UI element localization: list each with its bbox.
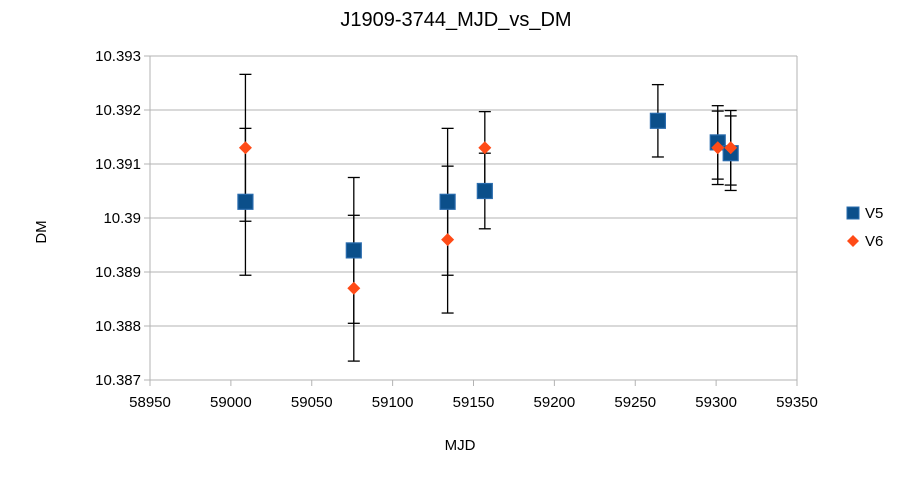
data-point-v6 (238, 141, 252, 155)
data-point-v5 (649, 112, 666, 129)
data-point-v6 (478, 141, 492, 155)
y-axis-label: DM (33, 220, 50, 243)
data-point-v6 (441, 233, 455, 247)
data-points (237, 112, 739, 295)
x-tick-label: 58950 (129, 394, 171, 411)
y-tick-label: 10.388 (95, 318, 141, 335)
y-tick-label: 10.389 (95, 264, 141, 281)
legend-label-v5: V5 (865, 205, 883, 222)
legend-label-v6: V6 (865, 233, 883, 250)
x-tick-label: 59250 (614, 394, 656, 411)
chart-title: J1909-3744_MJD_vs_DM (340, 9, 571, 31)
x-tick-label: 59150 (453, 394, 495, 411)
y-tick-label: 10.39 (103, 210, 141, 227)
x-tick-label: 59100 (372, 394, 414, 411)
data-point-v5 (476, 182, 493, 200)
legend-marker-v5 (846, 206, 860, 220)
legend: V5 V6 (846, 205, 883, 250)
data-point-v5 (439, 193, 456, 210)
y-tick-label: 10.387 (95, 372, 141, 389)
y-tick-label: 10.391 (95, 156, 141, 173)
legend-marker-v6 (847, 235, 859, 247)
x-tick-label: 59350 (776, 394, 818, 411)
x-axis-label: MJD (445, 437, 476, 454)
data-point-v6 (347, 281, 361, 295)
x-tick-label: 59000 (210, 394, 252, 411)
data-point-v6 (724, 141, 738, 155)
data-point-v5 (237, 193, 254, 210)
y-tick-label: 10.392 (95, 102, 141, 119)
x-tick-label: 59200 (534, 394, 576, 411)
x-tick-label: 59050 (291, 394, 333, 411)
x-tick-label: 59300 (695, 394, 737, 411)
y-tick-labels: 10.387 10.388 10.389 10.39 10.391 10.392 10.39… (95, 48, 141, 389)
axes (144, 55, 798, 386)
data-point-v6 (711, 141, 725, 155)
x-tick-labels: 58950 59000 59050 59100 59150 59200 59250 59300… (129, 394, 818, 411)
grid-lines (150, 55, 798, 381)
y-tick-label: 10.393 (95, 48, 141, 65)
data-point-v5 (345, 242, 362, 259)
